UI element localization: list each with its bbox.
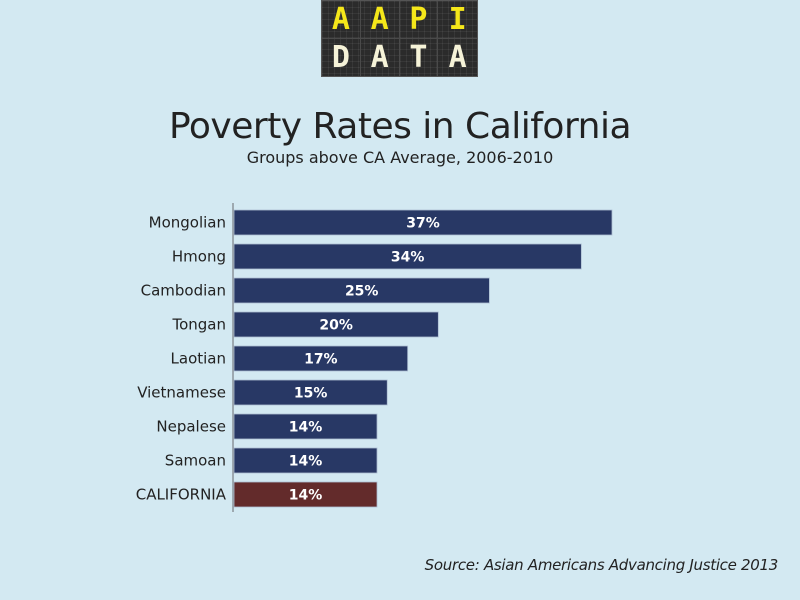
value-label: 37% xyxy=(406,216,440,232)
logo-letter-bottom-1: A xyxy=(361,38,400,76)
category-label: Nepalese xyxy=(156,418,226,436)
category-label: Laotian xyxy=(171,350,226,368)
chart-subtitle: Groups above CA Average, 2006-2010 xyxy=(246,148,554,167)
bar-row-hmong: Hmong 34% xyxy=(172,243,582,270)
source-note: Source: Asian Americans Advancing Justic… xyxy=(424,556,779,574)
bar-row-california: CALIFORNIA 14% xyxy=(136,481,378,508)
value-label: 14% xyxy=(289,420,323,436)
category-label: Samoan xyxy=(165,452,226,470)
bar-row-tongan: Tongan 20% xyxy=(171,311,439,338)
chart-title: Poverty Rates in California xyxy=(168,106,632,147)
value-label: 14% xyxy=(289,454,323,470)
category-label: CALIFORNIA xyxy=(136,486,227,504)
bar-laotian xyxy=(233,345,409,372)
category-label: Hmong xyxy=(172,248,226,266)
bar-cambodian xyxy=(233,277,490,304)
bar-tongan xyxy=(233,311,439,338)
bar-samoan xyxy=(233,447,378,474)
bar-row-vietnamese: Vietnamese 15% xyxy=(137,379,388,406)
value-label: 34% xyxy=(391,250,425,266)
category-label: Vietnamese xyxy=(137,384,226,402)
logo-letter-bottom-3: A xyxy=(448,39,467,75)
bar-row-samoan: Samoan 14% xyxy=(165,447,378,474)
category-label: Tongan xyxy=(171,316,226,334)
logo-letter-bottom-2: T xyxy=(400,38,439,76)
bar-row-mongolian: Mongolian 37% xyxy=(149,209,613,236)
bar-vietnamese xyxy=(233,379,388,406)
value-label: 15% xyxy=(294,386,328,402)
value-label: 20% xyxy=(319,318,353,334)
logo-letter-top-3: I xyxy=(438,1,477,39)
bar-mongolian xyxy=(233,209,613,236)
logo-letter-bottom-0: D xyxy=(322,38,361,76)
category-label: Mongolian xyxy=(149,214,226,232)
bar-row-laotian: Laotian 17% xyxy=(171,345,409,372)
bar-nepalese xyxy=(233,413,378,440)
bar-hmong xyxy=(233,243,582,270)
bar-row-nepalese: Nepalese 14% xyxy=(156,413,378,440)
value-label: 17% xyxy=(304,352,338,368)
bar-california xyxy=(233,481,378,508)
logo-letter-top-2: P xyxy=(399,1,439,39)
category-label: Cambodian xyxy=(141,282,226,300)
logo-letter-top-0: A xyxy=(322,1,361,39)
value-label: 25% xyxy=(345,284,379,300)
value-label: 14% xyxy=(289,488,323,504)
logo-letter-top-1: A xyxy=(360,1,400,39)
bar-row-cambodian: Cambodian 25% xyxy=(141,277,490,304)
